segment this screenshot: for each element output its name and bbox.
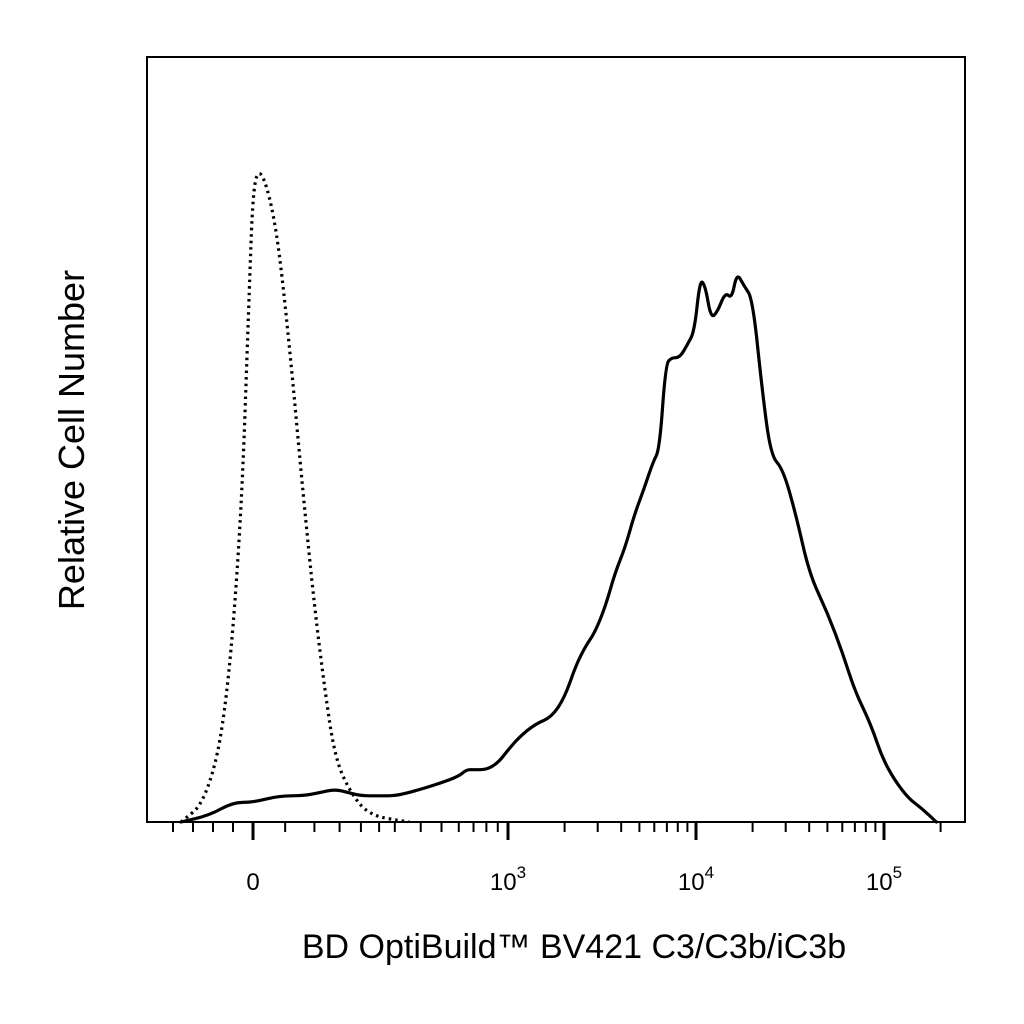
series-layer (179, 172, 938, 824)
x-axis-label: BD OptiBuild™ BV421 C3/C3b/iC3b (302, 928, 846, 966)
control-histogram-line (179, 172, 410, 824)
x-axis-ticks (172, 822, 942, 840)
x-tick-label: 103 (490, 863, 526, 896)
x-tick-label: 105 (866, 863, 902, 896)
plot-frame (146, 56, 966, 823)
x-axis-tick-labels: 0 103 104 105 (246, 863, 902, 896)
x-tick-label: 104 (678, 863, 714, 896)
y-axis-label: Relative Cell Number (51, 270, 92, 610)
stained-histogram-line (179, 275, 938, 824)
x-tick-label: 0 (246, 869, 259, 896)
